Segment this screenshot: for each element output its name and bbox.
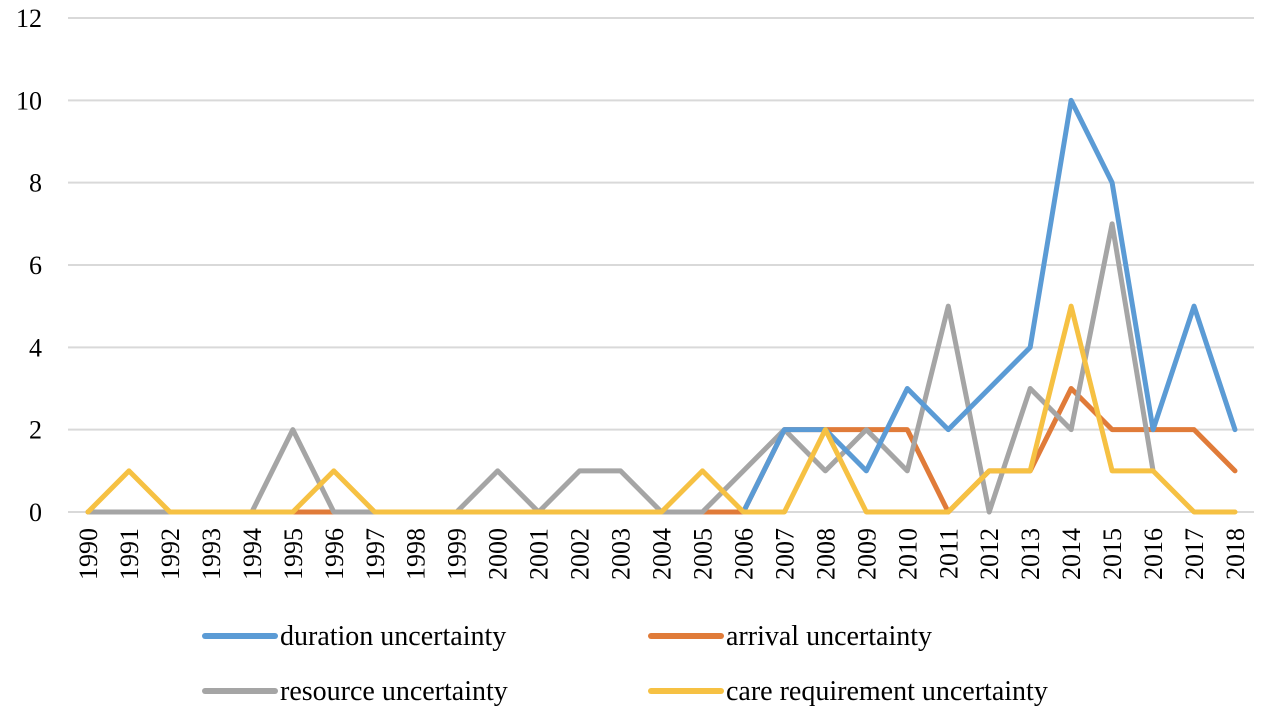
- legend-item: arrival uncertainty: [648, 621, 932, 652]
- y-axis-ticks: 0 2 4 6 8 10 12: [16, 4, 42, 527]
- x-tick-label: 1994: [238, 528, 267, 580]
- legend-item: care requirement uncertainty: [648, 676, 1048, 707]
- x-tick-label: 1992: [156, 528, 185, 580]
- legend-item: duration uncertainty: [202, 621, 506, 652]
- y-tick-label: 4: [29, 333, 42, 362]
- x-tick-label: 2012: [975, 528, 1004, 580]
- y-tick-label: 10: [16, 86, 42, 115]
- x-tick-label: 1995: [279, 528, 308, 580]
- x-tick-label: 2014: [1057, 528, 1086, 580]
- legend-label: care requirement uncertainty: [726, 676, 1048, 707]
- x-tick-label: 2009: [852, 528, 881, 580]
- x-tick-label: 2004: [648, 528, 677, 580]
- series-line-resource-uncertainty: [85, 221, 1156, 515]
- x-tick-label: 1997: [361, 528, 390, 580]
- x-tick-label: 1990: [74, 528, 103, 580]
- x-tick-label: 1991: [115, 528, 144, 580]
- x-tick-label: 2000: [484, 528, 513, 580]
- x-tick-label: 2002: [566, 528, 595, 580]
- x-tick-label: 1998: [402, 528, 431, 580]
- legend: duration uncertainty arrival uncertainty r…: [202, 621, 1048, 707]
- legend-label: resource uncertainty: [280, 676, 508, 707]
- y-tick-label: 0: [29, 498, 42, 527]
- x-tick-label: 2001: [525, 528, 554, 580]
- x-tick-label: 2015: [1098, 528, 1127, 580]
- x-tick-label: 2017: [1180, 528, 1209, 580]
- x-axis-ticks: 1990 1991 1992 1993 1994 1995 1996 1997 1998 1999…: [74, 528, 1250, 580]
- x-tick-label: 2013: [1016, 528, 1045, 580]
- x-tick-label: 2011: [934, 528, 963, 579]
- x-tick-label: 1996: [320, 528, 349, 580]
- legend-item: resource uncertainty: [202, 676, 508, 707]
- x-tick-label: 2008: [811, 528, 840, 580]
- y-tick-label: 2: [29, 416, 42, 445]
- x-tick-label: 2003: [607, 528, 636, 580]
- gridlines: [68, 17, 1254, 513]
- y-tick-label: 12: [16, 4, 42, 33]
- x-tick-label: 2016: [1139, 528, 1168, 580]
- y-tick-label: 6: [29, 251, 42, 280]
- y-tick-label: 8: [29, 169, 42, 198]
- x-tick-label: 2006: [729, 528, 758, 580]
- x-tick-label: 2018: [1221, 528, 1250, 580]
- x-tick-label: 2005: [688, 528, 717, 580]
- x-tick-label: 1999: [443, 528, 472, 580]
- legend-label: arrival uncertainty: [726, 621, 932, 652]
- series-lines: [85, 97, 1238, 515]
- x-tick-label: 2010: [893, 528, 922, 580]
- x-tick-label: 2007: [770, 528, 799, 580]
- legend-label: duration uncertainty: [280, 621, 506, 652]
- x-tick-label: 1993: [197, 528, 226, 580]
- series-line-care-requirement-uncertainty: [85, 303, 1238, 515]
